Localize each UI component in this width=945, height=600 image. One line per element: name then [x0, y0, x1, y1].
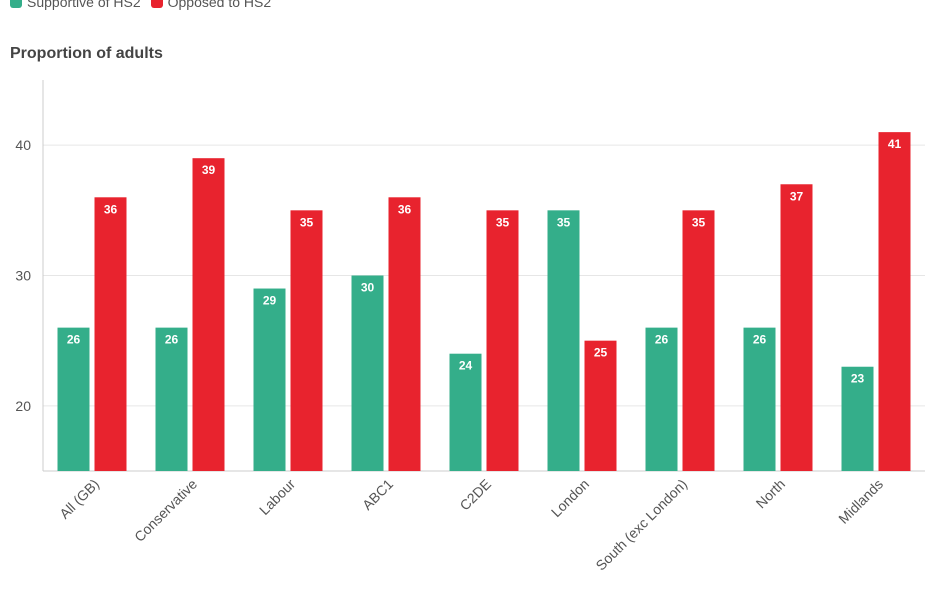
data-label: 26 — [655, 333, 669, 347]
bar — [584, 340, 617, 471]
bar — [57, 327, 90, 471]
bar — [878, 132, 911, 471]
data-label: 29 — [263, 294, 277, 308]
legend-label-supportive: Supportive of HS2 — [27, 0, 141, 10]
data-label: 36 — [104, 202, 118, 216]
data-label: 35 — [300, 215, 314, 229]
data-label: 41 — [888, 137, 902, 151]
bar — [155, 327, 188, 471]
legend-swatch-supportive — [10, 0, 22, 8]
bar — [486, 210, 519, 472]
x-tick-label: C2DE — [456, 476, 494, 514]
bar — [192, 158, 225, 471]
bar — [449, 353, 482, 471]
legend: Supportive of HS2 Opposed to HS2 — [10, 0, 271, 10]
legend-swatch-opposed — [150, 0, 163, 8]
x-tick-label: London — [548, 476, 592, 520]
data-label: 23 — [851, 372, 865, 386]
bar — [841, 366, 874, 471]
data-label: 26 — [67, 333, 81, 347]
x-tick-label: Conservative — [131, 476, 200, 545]
x-tick-label: South (exc London) — [592, 476, 690, 574]
y-axis-title: Proportion of adults — [10, 45, 163, 62]
bar — [645, 327, 678, 471]
x-tick-label: Labour — [256, 476, 298, 518]
data-label: 36 — [398, 202, 412, 216]
data-label: 35 — [557, 215, 571, 229]
bar — [290, 210, 323, 472]
bar — [780, 184, 813, 471]
data-label: 37 — [790, 189, 804, 203]
bar — [743, 327, 776, 471]
data-label: 35 — [496, 215, 510, 229]
legend-item-supportive[interactable]: Supportive of HS2 — [10, 0, 141, 10]
y-tick-label: 30 — [15, 268, 31, 284]
x-tick-label: All (GB) — [56, 476, 102, 522]
x-tick-label: Midlands — [835, 476, 886, 527]
data-label: 26 — [165, 333, 179, 347]
data-label: 25 — [594, 346, 608, 360]
bar — [253, 288, 286, 471]
bar — [682, 210, 715, 472]
bar — [351, 275, 384, 471]
bar — [547, 210, 580, 472]
x-tick-label: North — [753, 476, 789, 512]
data-label: 26 — [753, 333, 767, 347]
legend-item-opposed[interactable]: Opposed to HS2 — [150, 0, 272, 10]
bar — [388, 197, 421, 472]
data-label: 39 — [202, 163, 216, 177]
legend-label-opposed: Opposed to HS2 — [167, 0, 272, 10]
data-label: 30 — [361, 281, 375, 295]
x-tick-label: ABC1 — [359, 476, 396, 513]
data-label: 35 — [692, 215, 706, 229]
bar — [94, 197, 127, 472]
data-label: 24 — [459, 359, 473, 373]
y-tick-label: 40 — [15, 137, 31, 153]
y-tick-label: 20 — [15, 398, 31, 414]
